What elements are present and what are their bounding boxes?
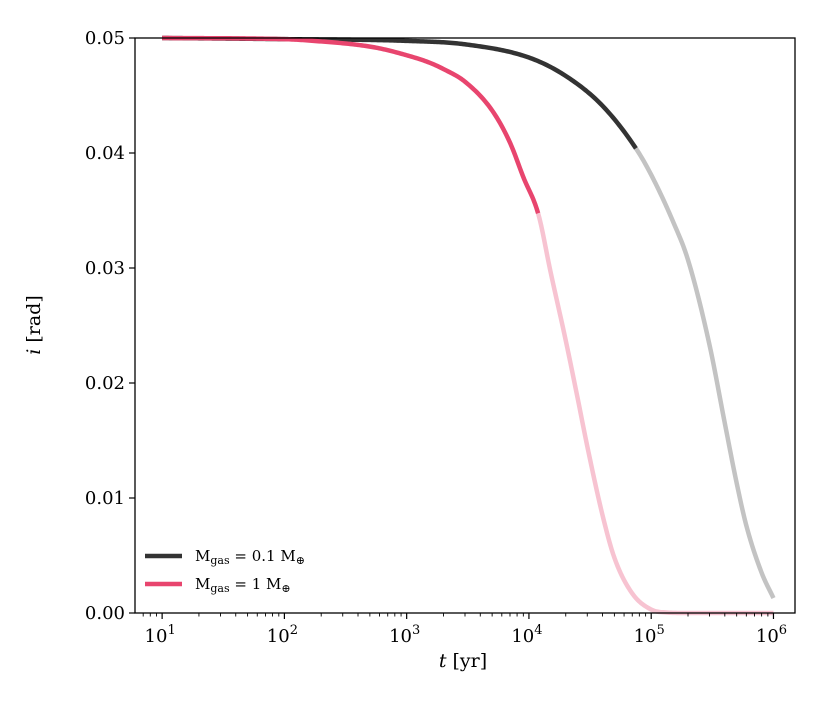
x-tick-label-2: 103 bbox=[389, 623, 420, 647]
x-tick-label-4: 105 bbox=[634, 623, 665, 647]
y-axis-label: i [rad] bbox=[23, 295, 45, 354]
series-0-faded-line bbox=[634, 147, 776, 600]
y-tick-label-0: 0.00 bbox=[85, 603, 125, 624]
y-axis-var: i bbox=[23, 349, 45, 355]
legend-label-0: Mgas = 0.1 M⊕ bbox=[195, 547, 305, 567]
y-axis-unit: [rad] bbox=[23, 295, 45, 342]
y-tick-label-1: 0.01 bbox=[85, 488, 125, 509]
y-tick-label-4: 0.04 bbox=[85, 143, 125, 164]
ticks-layer: 101 102 103 104 105 106 0.00 0.01 0.02 0.03 0.04 0.… bbox=[85, 28, 787, 647]
x-tick-label-5: 106 bbox=[756, 623, 787, 647]
y-tick-label-5: 0.05 bbox=[85, 28, 125, 49]
x-tick-label-3: 104 bbox=[511, 623, 542, 647]
y-tick-label-2: 0.02 bbox=[85, 373, 125, 394]
x-axis-label: t [yr] bbox=[439, 650, 487, 672]
legend-label-1: Mgas = 1 M⊕ bbox=[195, 575, 291, 595]
legend: Mgas = 0.1 M⊕ Mgas = 1 M⊕ bbox=[145, 547, 305, 595]
x-axis-var: t bbox=[439, 650, 447, 672]
x-tick-label-1: 102 bbox=[267, 623, 298, 647]
x-tick-label-0: 101 bbox=[145, 623, 176, 647]
x-axis-unit: [yr] bbox=[452, 650, 487, 672]
y-tick-label-3: 0.03 bbox=[85, 258, 125, 279]
